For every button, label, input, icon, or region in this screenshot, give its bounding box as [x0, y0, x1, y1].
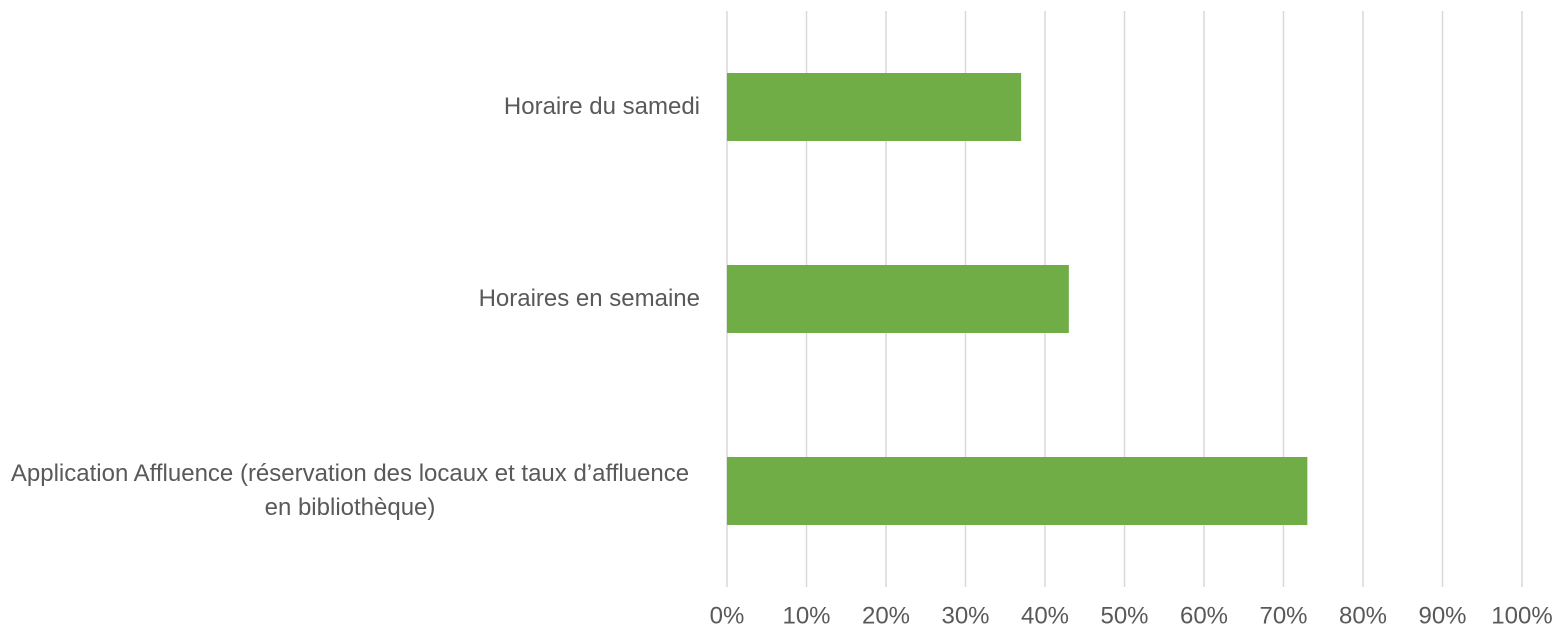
bar: [727, 457, 1308, 525]
category-label: Horaires en semaine: [0, 282, 700, 316]
x-tick-label: 60%: [1180, 602, 1228, 629]
x-tick-label: 0%: [710, 602, 745, 629]
x-tick-label: 50%: [1100, 602, 1148, 629]
x-tick-label: 90%: [1418, 602, 1466, 629]
category-label: Application Affluence (réservation des l…: [0, 457, 700, 525]
category-label: Horaire du samedi: [0, 90, 700, 124]
bar: [727, 73, 1022, 141]
x-tick-label: 20%: [862, 602, 910, 629]
x-tick-label: 30%: [941, 602, 989, 629]
category-text: Application Affluence (réservation des l…: [10, 460, 690, 521]
bar: [727, 265, 1069, 333]
category-text: Horaire du samedi: [503, 93, 700, 120]
x-tick-label: 80%: [1339, 602, 1387, 629]
x-tick-label: 10%: [782, 602, 830, 629]
x-tick-label: 70%: [1259, 602, 1307, 629]
category-text: Horaires en semaine: [478, 285, 700, 312]
x-tick-label: 40%: [1021, 602, 1069, 629]
x-tick-label: 100%: [1491, 602, 1552, 629]
